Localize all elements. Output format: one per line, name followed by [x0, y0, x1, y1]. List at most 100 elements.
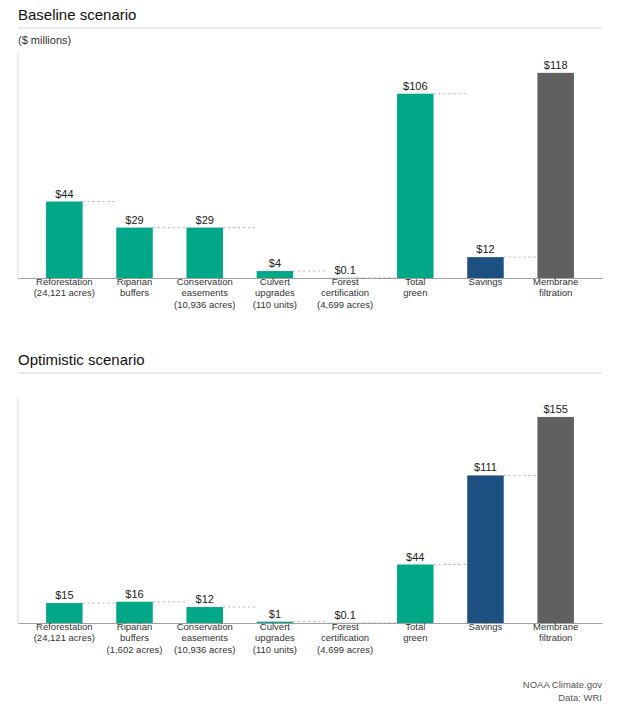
text-line: Savings [469, 621, 503, 632]
x-tick-label: Savings [469, 621, 503, 632]
bar [46, 603, 82, 623]
x-axis-line [19, 623, 603, 624]
text-line: easements [181, 632, 228, 643]
connector-line [83, 603, 117, 604]
x-axis: Reforestation(24,121 acres) Riparianbuffe… [19, 276, 603, 310]
x-tick: Forestcertification(4,699 acres) [317, 276, 373, 310]
x-axis: Reforestation(24,121 acres) Riparianbuffe… [19, 621, 603, 655]
text-line: (1,602 acres) [107, 644, 163, 655]
x-tick: Totalgreen [403, 621, 427, 643]
x-tick: Reforestation(24,121 acres) [34, 621, 95, 643]
marks [46, 417, 574, 623]
connector-line [153, 227, 187, 228]
text-line: Data: WRI [558, 692, 602, 703]
x-tick-label: Reforestation(24,121 acres) [34, 621, 95, 643]
x-tick: Conservationeasements(10,936 acres) [174, 621, 235, 655]
chart-title: Baseline scenario [18, 6, 136, 23]
connector-line [223, 607, 257, 608]
text-line: filtration [539, 632, 572, 643]
title-separator [18, 28, 602, 29]
connector-line [363, 622, 397, 623]
y-range-line [18, 52, 19, 278]
x-tick: Culvertupgrades(110 units) [253, 276, 297, 310]
text-line: Total [405, 276, 425, 287]
x-tick: Conservationeasements(10,936 acres) [174, 276, 235, 310]
x-tick: Totalgreen [403, 276, 427, 298]
text-line: NOAA Climate.gov [523, 679, 602, 690]
text-line: Savings [469, 276, 503, 287]
y-axis-label: ($ millions) [18, 34, 71, 46]
bar [537, 73, 574, 278]
x-tick: Savings [469, 621, 503, 632]
x-tick: Riparianbuffers(1,602 acres) [107, 621, 163, 655]
text-line: Conservation [177, 621, 233, 632]
x-tick: Membranefiltration [533, 276, 578, 298]
data-label: $0.1 [334, 609, 355, 621]
data-label: $111 [474, 461, 497, 473]
x-tick-label: Riparianbuffers [117, 276, 152, 298]
text-line: Forest [332, 276, 359, 287]
text-line: filtration [539, 287, 572, 298]
data-label: $106 [403, 80, 427, 92]
connector-line [504, 257, 538, 258]
data-label: $1 [269, 608, 281, 620]
text-line: (10,936 acres) [174, 299, 235, 310]
bar [397, 565, 434, 623]
data-label: $29 [125, 214, 143, 226]
data-label: $0.1 [334, 264, 355, 276]
x-tick: Savings [469, 276, 503, 287]
x-tick-label: Conservationeasements(10,936 acres) [174, 276, 235, 310]
x-tick-label: Reforestation(24,121 acres) [34, 276, 95, 298]
data-label: $118 [544, 59, 568, 71]
bar [467, 475, 504, 623]
text-line: buffers [120, 287, 149, 298]
x-tick: Forestcertification(4,699 acres) [317, 621, 373, 655]
text-line: buffers [120, 632, 149, 643]
x-tick: Reforestation(24,121 acres) [34, 276, 95, 298]
x-tick-label: Forestcertification(4,699 acres) [317, 276, 373, 310]
x-tick-label: Totalgreen [403, 621, 427, 643]
bar [116, 602, 152, 623]
text-line: upgrades [255, 287, 295, 298]
x-tick-label: Conservationeasements(10,936 acres) [174, 621, 235, 655]
bar [537, 417, 574, 623]
text-line: (110 units) [253, 644, 297, 655]
x-tick-label: Riparianbuffers(1,602 acres) [107, 621, 163, 655]
x-tick: Culvertupgrades(110 units) [253, 621, 297, 655]
panel: Baseline scenario($ millions)$44$29$29$4… [18, 6, 603, 310]
data-label: $12 [476, 243, 494, 255]
text-line: Membrane [533, 621, 578, 632]
bar [116, 228, 152, 278]
panel: Optimistic scenario$15$16$12$1$0.1$44$11… [18, 351, 603, 655]
text-line: Culvert [260, 621, 290, 632]
data-label: $12 [196, 593, 214, 605]
x-tick: Riparianbuffers [117, 276, 152, 298]
text-line: certification [321, 632, 369, 643]
data-label: $155 [543, 403, 567, 415]
connector-line [363, 277, 397, 278]
text-line: certification [321, 287, 369, 298]
text-line: Culvert [260, 276, 290, 287]
text-line: green [403, 632, 427, 643]
connector-line [223, 227, 257, 228]
data-label: $44 [55, 188, 73, 200]
bar [397, 94, 434, 278]
text-line: (110 units) [253, 299, 297, 310]
text-line: Forest [332, 621, 359, 632]
bar [467, 257, 504, 278]
connector-line [504, 475, 538, 476]
data-label: $44 [406, 551, 424, 563]
connector-line [434, 93, 468, 94]
text-line: Reforestation [36, 276, 93, 287]
connector-line [83, 201, 117, 202]
x-tick-label: Totalgreen [403, 276, 427, 298]
text-line: Conservation [177, 276, 233, 287]
data-label: $15 [55, 589, 73, 601]
x-tick-label: Culvertupgrades(110 units) [253, 621, 297, 655]
annotation: NOAA Climate.gov Data: WRI [523, 679, 602, 703]
x-tick-label: Membranefiltration [533, 276, 578, 298]
x-tick-label: Membranefiltration [533, 621, 578, 643]
x-tick: Membranefiltration [533, 621, 578, 643]
data-label: $16 [125, 588, 143, 600]
connector-line [293, 271, 327, 272]
